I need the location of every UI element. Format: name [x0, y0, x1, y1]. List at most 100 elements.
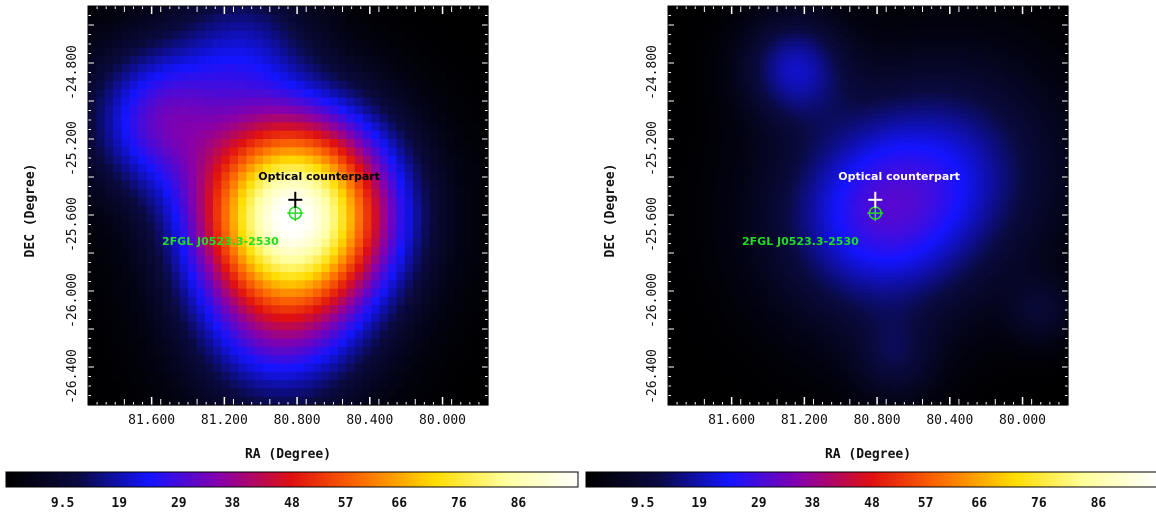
- heatmap-pixel: [363, 321, 372, 331]
- heatmap-pixel: [263, 22, 272, 32]
- y-tick-label: -25.200: [65, 121, 80, 176]
- heatmap-pixel: [760, 37, 765, 43]
- heatmap-pixel: [438, 313, 447, 323]
- heatmap-pixel: [329, 313, 339, 323]
- heatmap-pixel: [163, 64, 172, 74]
- heatmap-pixel: [88, 288, 97, 298]
- heatmap-pixel: [188, 313, 197, 323]
- heatmap-pixel: [972, 25, 977, 31]
- heatmap-pixel: [684, 49, 689, 55]
- heatmap-pixel: [129, 155, 139, 165]
- heatmap-pixel: [936, 17, 941, 23]
- heatmap-pixel: [812, 61, 817, 67]
- heatmap-pixel: [772, 9, 777, 15]
- heatmap-pixel: [928, 81, 933, 87]
- heatmap-pixel: [104, 147, 114, 157]
- heatmap-pixel: [121, 197, 131, 207]
- heatmap-pixel: [88, 139, 97, 148]
- heatmap-pixel: [1048, 89, 1053, 95]
- heatmap-pixel: [1064, 97, 1069, 103]
- heatmap-pixel: [238, 180, 247, 190]
- heatmap-pixel: [1032, 77, 1037, 83]
- heatmap-pixel: [724, 45, 729, 51]
- heatmap-pixel: [413, 97, 422, 107]
- heatmap-pixel: [238, 230, 247, 240]
- heatmap-pixel: [964, 61, 969, 67]
- heatmap-pixel: [438, 130, 447, 140]
- heatmap-pixel: [676, 77, 681, 83]
- heatmap-pixel: [379, 80, 389, 90]
- heatmap-pixel: [884, 41, 889, 47]
- heatmap-pixel: [700, 13, 705, 19]
- heatmap-pixel: [692, 13, 697, 19]
- heatmap-pixel: [696, 69, 701, 75]
- heatmap-pixel: [960, 13, 965, 19]
- heatmap-pixel: [920, 53, 925, 59]
- heatmap-pixel: [154, 30, 164, 40]
- heatmap-pixel: [1056, 21, 1061, 27]
- heatmap-pixel: [880, 69, 885, 75]
- heatmap-pixel: [1024, 97, 1029, 103]
- heatmap-pixel: [229, 346, 239, 356]
- heatmap-pixel: [396, 388, 406, 398]
- heatmap-pixel: [1028, 37, 1033, 43]
- heatmap-pixel: [188, 272, 197, 281]
- heatmap-pixel: [796, 101, 801, 107]
- heatmap-pixel: [868, 61, 873, 67]
- heatmap-pixel: [446, 30, 456, 40]
- heatmap-pixel: [696, 53, 701, 59]
- heatmap-pixel: [138, 39, 147, 49]
- heatmap-pixel: [379, 222, 389, 232]
- heatmap-pixel: [113, 380, 122, 389]
- heatmap-pixel: [864, 69, 869, 75]
- heatmap-pixel: [916, 101, 921, 107]
- heatmap-pixel: [479, 22, 489, 32]
- heatmap-pixel: [429, 64, 439, 74]
- heatmap-pixel: [680, 101, 685, 107]
- heatmap-pixel: [720, 89, 725, 95]
- heatmap-pixel: [948, 29, 953, 35]
- heatmap-pixel: [680, 77, 685, 83]
- heatmap-pixel: [916, 41, 921, 47]
- heatmap-pixel: [720, 9, 725, 15]
- heatmap-pixel: [780, 97, 785, 103]
- heatmap-pixel: [888, 45, 893, 51]
- heatmap-pixel: [912, 85, 917, 91]
- heatmap-pixel: [748, 21, 753, 27]
- heatmap-pixel: [121, 47, 131, 57]
- heatmap-pixel: [688, 97, 693, 103]
- heatmap-pixel: [146, 296, 156, 306]
- heatmap-pixel: [992, 45, 997, 51]
- heatmap-pixel: [792, 97, 797, 103]
- heatmap-pixel: [860, 49, 865, 55]
- heatmap-pixel: [1060, 41, 1065, 47]
- heatmap-pixel: [346, 114, 356, 123]
- heatmap-pixel: [688, 57, 693, 63]
- heatmap-pixel: [1008, 33, 1013, 39]
- heatmap-pixel: [121, 97, 131, 107]
- heatmap-pixel: [760, 93, 765, 99]
- heatmap-pixel: [371, 330, 381, 340]
- heatmap-pixel: [121, 321, 131, 331]
- heatmap-pixel: [920, 101, 925, 107]
- heatmap-pixel: [288, 222, 297, 232]
- heatmap-pixel: [796, 37, 801, 43]
- heatmap-pixel: [346, 272, 356, 281]
- heatmap-pixel: [96, 180, 106, 190]
- heatmap-pixel: [1032, 53, 1037, 59]
- heatmap-pixel: [772, 73, 777, 79]
- heatmap-pixel: [956, 41, 961, 47]
- heatmap-pixel: [832, 101, 837, 107]
- heatmap-pixel: [213, 305, 222, 315]
- heatmap-pixel: [413, 205, 422, 215]
- heatmap-pixel: [279, 346, 289, 356]
- heatmap-pixel: [748, 97, 753, 103]
- heatmap-pixel: [96, 230, 106, 240]
- heatmap-pixel: [88, 64, 97, 74]
- heatmap-pixel: [784, 73, 789, 79]
- heatmap-pixel: [980, 49, 985, 55]
- heatmap-pixel: [1016, 49, 1021, 55]
- heatmap-pixel: [676, 69, 681, 75]
- heatmap-pixel: [454, 280, 464, 290]
- heatmap-pixel: [304, 155, 314, 165]
